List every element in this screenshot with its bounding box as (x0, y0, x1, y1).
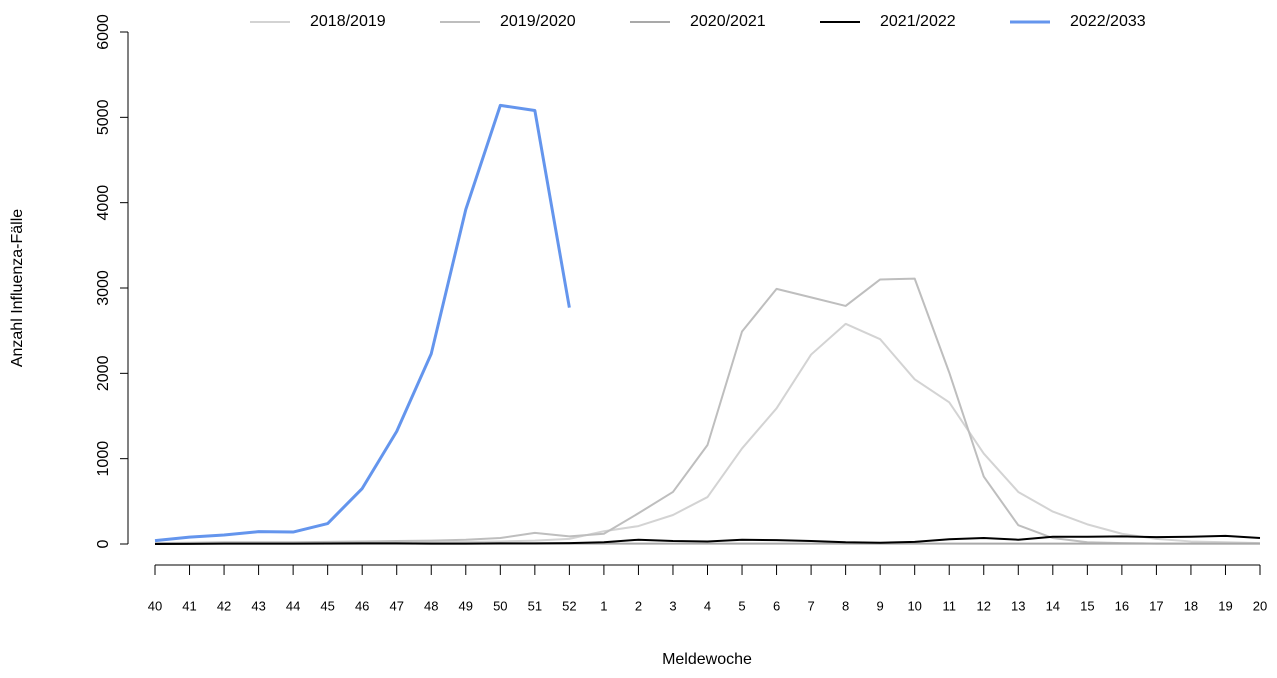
legend-label: 2021/2022 (880, 13, 956, 30)
series-line (154, 277, 1260, 545)
y-tick-label: 6000 (95, 14, 112, 50)
x-tick-label: 10 (907, 598, 921, 613)
series-line (154, 103, 571, 543)
x-tick-label: 4 (704, 598, 711, 613)
legend-label: 2022/2033 (1070, 13, 1146, 30)
x-tick-label: 40 (148, 598, 162, 613)
x-axis-label: Meldewoche (662, 651, 752, 668)
x-tick-label: 44 (286, 598, 300, 613)
x-tick-label: 41 (182, 598, 196, 613)
series-line (155, 322, 1261, 545)
legend-label: 2020/2021 (690, 13, 766, 30)
y-tick-label: 2000 (95, 355, 112, 391)
x-tick-label: 9 (877, 598, 884, 613)
x-tick-label: 20 (1253, 598, 1267, 613)
x-tick-label: 49 (459, 598, 473, 613)
x-tick-label: 17 (1149, 598, 1163, 613)
x-tick-label: 43 (251, 598, 265, 613)
legend-label: 2019/2020 (500, 13, 576, 30)
y-tick-label: 5000 (95, 99, 112, 135)
y-tick-label: 1000 (95, 441, 112, 477)
y-tick-label: 0 (95, 539, 112, 548)
x-tick-label: 51 (528, 598, 542, 613)
x-tick-label: 3 (669, 598, 676, 613)
x-tick-label: 42 (217, 598, 231, 613)
y-axis-label: Anzahl Influenza-Fälle (9, 209, 26, 367)
x-tick-label: 48 (424, 598, 438, 613)
x-tick-label: 5 (738, 598, 745, 613)
x-tick-label: 45 (320, 598, 334, 613)
x-tick-label: 50 (493, 598, 507, 613)
x-tick-label: 18 (1184, 598, 1198, 613)
x-tick-label: 1 (600, 598, 607, 613)
x-tick-label: 47 (389, 598, 403, 613)
x-tick-label: 6 (773, 598, 780, 613)
x-tick-label: 46 (355, 598, 369, 613)
x-tick-label: 7 (807, 598, 814, 613)
x-tick-label: 19 (1218, 598, 1232, 613)
x-tick-label: 15 (1080, 598, 1094, 613)
x-tick-label: 13 (1011, 598, 1025, 613)
x-tick-label: 12 (977, 598, 991, 613)
x-tick-label: 14 (1046, 598, 1060, 613)
legend-label: 2018/2019 (310, 13, 386, 30)
x-tick-label: 8 (842, 598, 849, 613)
x-tick-label: 52 (562, 598, 576, 613)
y-tick-label: 4000 (95, 185, 112, 221)
x-tick-label: 2 (635, 598, 642, 613)
x-tick-label: 11 (942, 598, 956, 613)
series-line (154, 534, 1261, 545)
x-tick-label: 16 (1115, 598, 1129, 613)
y-tick-label: 3000 (95, 270, 112, 306)
